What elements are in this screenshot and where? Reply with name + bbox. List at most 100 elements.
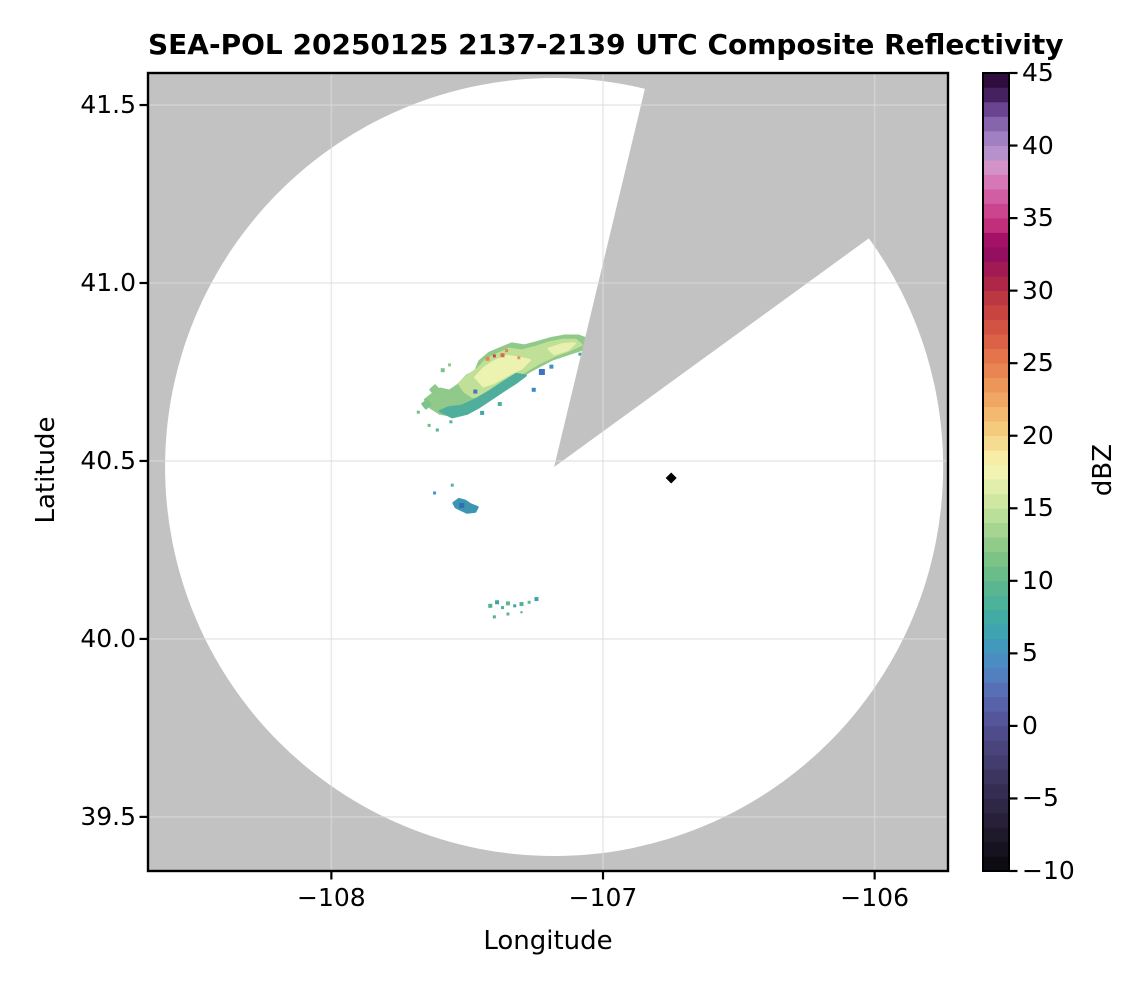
colorbar-band (983, 522, 1009, 538)
echo-main-storm-core (474, 354, 531, 388)
echo-speck (500, 353, 505, 358)
colorbar-band (983, 769, 1009, 785)
colorbar-band (983, 653, 1009, 669)
colorbar-band (983, 435, 1009, 451)
colorbar-band (983, 682, 1009, 698)
echo-speck (517, 356, 521, 360)
colorbar-band (983, 130, 1009, 146)
colorbar-band (983, 638, 1009, 654)
colorbar-tick-label: −10 (1022, 856, 1075, 885)
colorbar-band (983, 188, 1009, 204)
echo-speck (448, 363, 452, 367)
colorbar-label: dBZ (1088, 443, 1118, 497)
colorbar-outline (982, 72, 1010, 872)
x-tick-label: −106 (840, 883, 909, 912)
colorbar-band (983, 493, 1009, 509)
colorbar-band (983, 711, 1009, 727)
colorbar-band (983, 667, 1009, 683)
echo-speck (531, 387, 536, 392)
echo-speck (440, 368, 445, 373)
colorbar-band (983, 116, 1009, 132)
colorbar-tick-label: 25 (1022, 348, 1054, 378)
echo-speck (485, 356, 490, 361)
echo-speck (505, 601, 510, 606)
axes-spines (146, 71, 950, 873)
colorbar-band (983, 827, 1009, 843)
colorbar-band (983, 101, 1009, 117)
colorbar-band (983, 841, 1009, 857)
echo-speck (506, 612, 510, 616)
colorbar-band (983, 377, 1009, 393)
colorbar-band (983, 319, 1009, 335)
y-tick-label: 39.5 (80, 801, 136, 831)
echo-speck (427, 423, 431, 427)
colorbar-band (983, 217, 1009, 233)
colorbar-band (983, 391, 1009, 408)
colorbar-tick-label: 30 (1022, 275, 1054, 305)
echo-speck (473, 389, 478, 394)
colorbar-band (983, 290, 1009, 306)
colorbar-band (983, 348, 1009, 364)
echo-speck (492, 354, 496, 358)
echo-left-fragment-2 (429, 384, 440, 396)
colorbar-band (983, 261, 1009, 277)
echo-speck (519, 602, 524, 607)
colorbar-band (983, 725, 1009, 741)
colorbar-band (983, 333, 1009, 349)
colorbar-tick-label: 15 (1022, 493, 1054, 523)
colorbar-tick-label: −5 (1022, 783, 1059, 813)
echo-speck (500, 606, 504, 610)
colorbar-band (983, 174, 1009, 190)
colorbar-band (983, 566, 1009, 582)
colorbar-band (983, 609, 1009, 625)
colorbar-band (983, 420, 1009, 437)
y-tick-label: 41.5 (80, 90, 136, 120)
chart-title: SEA-POL 20250125 2137-2139 UTC Composite… (148, 28, 1064, 61)
echo-speck (538, 368, 545, 375)
colorbar-band (983, 595, 1009, 611)
y-tick-label: 41.0 (80, 268, 136, 297)
echo-mid-teal-blob (452, 497, 479, 514)
colorbar-band (983, 232, 1009, 248)
echo-speck (492, 615, 496, 619)
plot-area (148, 73, 948, 871)
echo-speck (497, 402, 502, 407)
colorbar-band (983, 304, 1009, 320)
colorbar-band (983, 203, 1009, 219)
colorbar-band (983, 536, 1009, 553)
x-tick-label: −107 (568, 883, 638, 912)
colorbar-band (983, 72, 1009, 88)
colorbar-band (983, 754, 1009, 770)
echo-speck (416, 410, 420, 414)
colorbar-band (983, 159, 1009, 175)
colorbar-band (983, 507, 1009, 524)
colorbar-band (983, 87, 1009, 103)
colorbar-tick-label: 10 (1022, 565, 1054, 595)
colorbar-tick-label: 0 (1022, 710, 1038, 740)
echo-speck (527, 600, 531, 604)
echo-speck (459, 502, 465, 508)
colorbar-band (983, 449, 1009, 466)
site-marker-diamond (665, 472, 677, 484)
colorbar-band (983, 696, 1009, 712)
colorbar-band (983, 246, 1009, 262)
colorbar-band (983, 624, 1009, 640)
colorbar-tick-label: 40 (1022, 130, 1054, 160)
colorbar-band (983, 783, 1009, 799)
echo-speck (520, 611, 523, 614)
colorbar-band (983, 812, 1009, 828)
colorbar-band (983, 580, 1009, 596)
colorbar-band (983, 406, 1009, 422)
colorbar-band (983, 145, 1009, 161)
colorbar-band (983, 798, 1009, 814)
x-axis-label: Longitude (483, 926, 613, 956)
x-tick-label: −108 (297, 883, 366, 912)
echo-speck (488, 603, 493, 608)
echo-main-storm-core-arm (547, 342, 576, 356)
colorbar-band (983, 464, 1009, 480)
echo-speck (513, 604, 517, 608)
colorbar-tick-label: 35 (1022, 203, 1054, 233)
echo-speck (433, 491, 437, 495)
